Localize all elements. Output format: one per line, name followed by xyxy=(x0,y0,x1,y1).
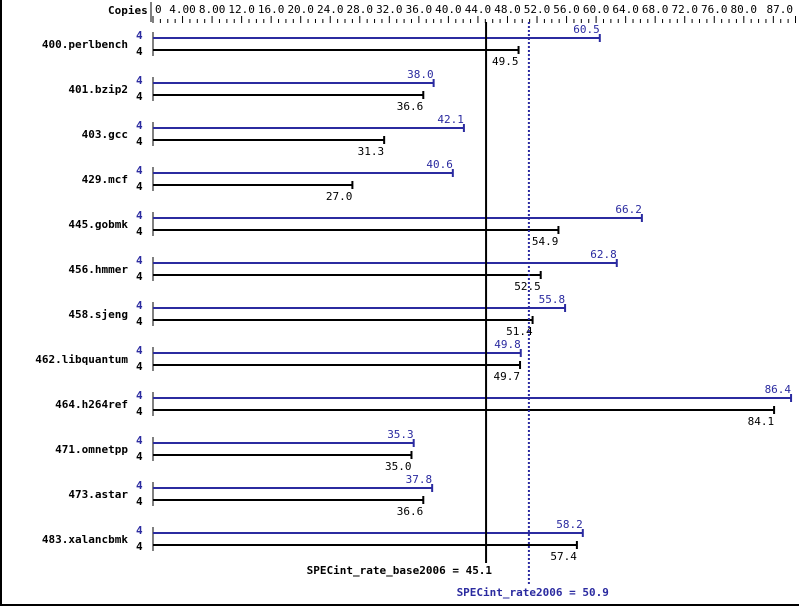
x-tick-label: 60.0 xyxy=(583,3,610,16)
peak-copies: 4 xyxy=(136,344,143,357)
base-copies: 4 xyxy=(136,90,143,103)
base-value-label: 57.4 xyxy=(550,550,577,563)
benchmark-label: 471.omnetpp xyxy=(55,443,128,456)
x-tick-label: 32.0 xyxy=(376,3,403,16)
peak-copies: 4 xyxy=(136,29,143,42)
base-value-label: 36.6 xyxy=(397,505,424,518)
benchmark-label: 483.xalancbmk xyxy=(42,533,128,546)
base-value-label: 49.7 xyxy=(494,370,521,383)
base-value-label: 84.1 xyxy=(748,415,775,428)
peak-value-label: 37.8 xyxy=(406,473,433,486)
x-tick-label: 8.00 xyxy=(199,3,226,16)
peak-value-label: 55.8 xyxy=(539,293,566,306)
peak-copies: 4 xyxy=(136,164,143,177)
x-tick-label: 24.0 xyxy=(317,3,344,16)
peak-value-label: 42.1 xyxy=(437,113,464,126)
base-copies: 4 xyxy=(136,45,143,58)
x-tick-label: 76.0 xyxy=(701,3,728,16)
peak-copies: 4 xyxy=(136,524,143,537)
x-tick-label: 56.0 xyxy=(553,3,580,16)
benchmark-label: 464.h264ref xyxy=(55,398,128,411)
base-value-label: 31.3 xyxy=(358,145,385,158)
base-copies: 4 xyxy=(136,225,143,238)
peak-value-label: 40.6 xyxy=(426,158,453,171)
benchmark-label: 458.sjeng xyxy=(68,308,128,321)
benchmark-label: 400.perlbench xyxy=(42,38,128,51)
benchmark-label: 445.gobmk xyxy=(68,218,128,231)
base-value-label: 27.0 xyxy=(326,190,353,203)
base-value-label: 51.4 xyxy=(506,325,533,338)
x-tick-label: 0 xyxy=(155,3,162,16)
base-reference-label: SPECint_rate_base2006 = 45.1 xyxy=(307,564,493,577)
x-tick-label: 48.0 xyxy=(494,3,521,16)
base-copies: 4 xyxy=(136,180,143,193)
peak-reference-label: SPECint_rate2006 = 50.9 xyxy=(457,586,609,599)
base-copies: 4 xyxy=(136,315,143,328)
base-copies: 4 xyxy=(136,540,143,553)
benchmark-label: 401.bzip2 xyxy=(68,83,128,96)
peak-value-label: 35.3 xyxy=(387,428,414,441)
peak-copies: 4 xyxy=(136,209,143,222)
x-tick-label: 20.0 xyxy=(287,3,314,16)
peak-value-label: 66.2 xyxy=(615,203,642,216)
peak-copies: 4 xyxy=(136,119,143,132)
benchmark-label: 462.libquantum xyxy=(35,353,128,366)
x-tick-label: 52.0 xyxy=(524,3,551,16)
base-copies: 4 xyxy=(136,135,143,148)
base-value-label: 35.0 xyxy=(385,460,412,473)
x-tick-label: 28.0 xyxy=(347,3,374,16)
x-tick-label: 40.0 xyxy=(435,3,462,16)
peak-value-label: 38.0 xyxy=(407,68,434,81)
base-copies: 4 xyxy=(136,405,143,418)
axis-header-copies: Copies xyxy=(108,4,148,17)
benchmark-label: 429.mcf xyxy=(82,173,128,186)
base-copies: 4 xyxy=(136,270,143,283)
peak-copies: 4 xyxy=(136,299,143,312)
benchmark-label: 403.gcc xyxy=(82,128,128,141)
peak-copies: 4 xyxy=(136,254,143,267)
x-tick-label: 72.0 xyxy=(671,3,698,16)
base-value-label: 52.5 xyxy=(514,280,541,293)
x-tick-label: 16.0 xyxy=(258,3,285,16)
base-value-label: 49.5 xyxy=(492,55,519,68)
peak-copies: 4 xyxy=(136,479,143,492)
peak-copies: 4 xyxy=(136,74,143,87)
benchmark-label: 456.hmmer xyxy=(68,263,128,276)
peak-value-label: 86.4 xyxy=(765,383,792,396)
benchmark-label: 473.astar xyxy=(68,488,128,501)
peak-value-label: 62.8 xyxy=(590,248,617,261)
x-tick-label: 87.0 xyxy=(767,3,794,16)
base-value-label: 36.6 xyxy=(397,100,424,113)
base-value-label: 54.9 xyxy=(532,235,559,248)
base-copies: 4 xyxy=(136,360,143,373)
peak-copies: 4 xyxy=(136,434,143,447)
x-tick-label: 64.0 xyxy=(612,3,639,16)
x-tick-label: 68.0 xyxy=(642,3,669,16)
x-tick-label: 80.0 xyxy=(731,3,758,16)
peak-value-label: 60.5 xyxy=(573,23,600,36)
base-copies: 4 xyxy=(136,495,143,508)
x-tick-label: 44.0 xyxy=(465,3,492,16)
x-tick-label: 12.0 xyxy=(228,3,255,16)
x-tick-label: 4.00 xyxy=(169,3,196,16)
peak-value-label: 49.8 xyxy=(494,338,521,351)
peak-value-label: 58.2 xyxy=(556,518,583,531)
x-tick-label: 36.0 xyxy=(406,3,433,16)
base-copies: 4 xyxy=(136,450,143,463)
peak-copies: 4 xyxy=(136,389,143,402)
